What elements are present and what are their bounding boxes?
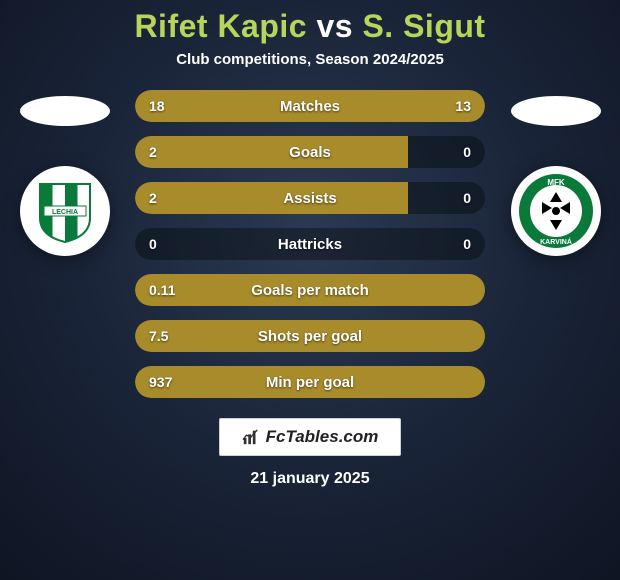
- comparison-card: Rifet Kapic vs S. Sigut Club competition…: [0, 0, 620, 488]
- stat-value-right: 0: [463, 136, 471, 168]
- date-text: 21 january 2025: [250, 470, 369, 488]
- stat-bar: 937Min per goal: [135, 366, 485, 398]
- stat-bar: 2Assists0: [135, 182, 485, 214]
- brand-box[interactable]: FcTables.com: [219, 418, 402, 456]
- subtitle: Club competitions, Season 2024/2025: [0, 51, 620, 68]
- vs-text: vs: [316, 8, 353, 44]
- lechia-gdansk-icon: LECHIA: [30, 176, 100, 246]
- mfk-karvina-icon: MFK KARVINÁ: [517, 172, 595, 250]
- stat-bar: 0Hattricks0: [135, 228, 485, 260]
- stat-label: Assists: [135, 182, 485, 214]
- stat-value-right: 0: [463, 182, 471, 214]
- club-badge-left: LECHIA: [20, 166, 110, 256]
- brand-text: FcTables.com: [266, 427, 379, 447]
- stat-label: Hattricks: [135, 228, 485, 260]
- stats-bars: 18Matches132Goals02Assists00Hattricks00.…: [135, 90, 485, 398]
- stat-label: Goals per match: [135, 274, 485, 306]
- country-flag-right: [511, 96, 601, 126]
- stat-label: Goals: [135, 136, 485, 168]
- stat-value-right: 0: [463, 228, 471, 260]
- badge-text: LECHIA: [51, 209, 77, 216]
- stat-bar: 0.11Goals per match: [135, 274, 485, 306]
- footer: FcTables.com 21 january 2025: [0, 418, 620, 488]
- svg-text:KARVINÁ: KARVINÁ: [540, 237, 572, 246]
- stat-label: Min per goal: [135, 366, 485, 398]
- player1-name: Rifet Kapic: [134, 8, 307, 44]
- stat-label: Shots per goal: [135, 320, 485, 352]
- stat-bar: 2Goals0: [135, 136, 485, 168]
- main-row: LECHIA 18Matches132Goals02Assists00Hattr…: [0, 90, 620, 398]
- left-side: LECHIA: [12, 90, 117, 256]
- stat-bar: 7.5Shots per goal: [135, 320, 485, 352]
- stat-bar: 18Matches13: [135, 90, 485, 122]
- page-title: Rifet Kapic vs S. Sigut: [0, 8, 620, 45]
- svg-text:MFK: MFK: [547, 178, 565, 187]
- stat-label: Matches: [135, 90, 485, 122]
- chart-icon: [242, 428, 260, 446]
- stat-value-right: 13: [455, 90, 471, 122]
- country-flag-left: [20, 96, 110, 126]
- right-side: MFK KARVINÁ: [503, 90, 608, 256]
- club-badge-right: MFK KARVINÁ: [511, 166, 601, 256]
- player2-name: S. Sigut: [362, 8, 485, 44]
